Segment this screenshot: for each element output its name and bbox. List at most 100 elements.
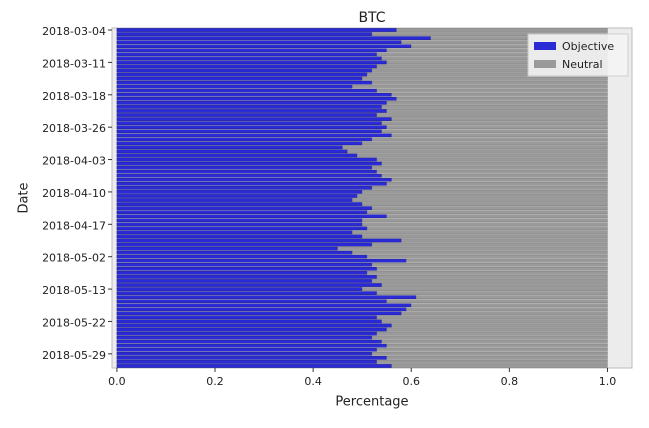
bar-segment	[361, 287, 608, 291]
bar-segment	[401, 311, 608, 316]
bar-segment	[116, 186, 373, 190]
y-tick-label: 2018-03-18	[42, 90, 106, 103]
bar-segment	[116, 356, 387, 360]
bar-segment	[116, 234, 363, 239]
chart-title: BTC	[358, 10, 385, 26]
bar-segment	[352, 198, 608, 202]
bar-segment	[116, 125, 387, 129]
bar-segment	[116, 287, 363, 291]
bar-segment	[116, 153, 358, 158]
bar-segment	[116, 331, 378, 336]
bar-segment	[116, 145, 343, 150]
bar-segment	[366, 226, 608, 231]
legend-label: Neutral	[562, 58, 603, 71]
bar-segment	[116, 291, 378, 295]
bar-segment	[116, 275, 378, 279]
bar-segment	[361, 202, 608, 206]
bar-segment	[406, 307, 608, 312]
x-tick-label: 0.0	[108, 375, 126, 388]
bar-segment	[116, 101, 387, 105]
bar-segment	[116, 222, 363, 227]
bar-segment	[371, 352, 608, 356]
bar-segment	[116, 250, 353, 255]
bar-segment	[116, 360, 378, 364]
bar-segment	[376, 275, 608, 279]
bar-segment	[401, 238, 608, 243]
bar-segment	[371, 137, 608, 142]
bar-segment	[381, 173, 608, 178]
y-tick-label: 2018-03-26	[42, 122, 106, 135]
bar-segment	[116, 218, 363, 223]
bar-segment	[116, 129, 383, 134]
bar-segment	[116, 267, 378, 271]
bar-segment	[116, 28, 397, 32]
bar-segment	[116, 105, 383, 109]
bar-segment	[381, 121, 608, 125]
bar-segment	[361, 222, 608, 227]
bar-segment	[116, 303, 412, 308]
bar-segment	[116, 137, 373, 142]
bar-segment	[116, 307, 407, 312]
x-tick-label: 0.6	[402, 375, 420, 388]
bar-segment	[376, 331, 608, 336]
bar-segment	[366, 271, 608, 275]
bar-segment	[116, 279, 373, 283]
legend-label: Objective	[562, 40, 614, 53]
bar-segment	[116, 88, 378, 93]
bar-segment	[376, 347, 608, 352]
bar-segment	[391, 92, 608, 97]
legend-swatch	[534, 42, 556, 50]
bar-segment	[116, 210, 368, 214]
bar-segment	[116, 177, 392, 182]
bar-segment	[116, 92, 392, 97]
bar-segment	[116, 97, 397, 101]
y-axis-label: Date	[17, 182, 32, 213]
bar-segment	[361, 234, 608, 239]
bar-segment	[116, 214, 387, 219]
bar-segment	[116, 84, 353, 89]
y-tick-label: 2018-03-11	[42, 57, 106, 70]
bar-segment	[415, 295, 608, 299]
bar-segment	[386, 356, 608, 360]
bar-segment	[116, 68, 373, 73]
bar-segment	[376, 267, 608, 271]
bar-segment	[116, 64, 378, 69]
bar-segment	[386, 327, 608, 332]
bar-segment	[337, 246, 608, 251]
bar-segment	[116, 72, 368, 77]
bar-segment	[116, 165, 373, 170]
plot-area	[111, 27, 633, 369]
bar-segment	[116, 194, 358, 198]
bar-segment	[116, 121, 383, 125]
bar-segment	[116, 347, 378, 352]
x-tick-label: 0.4	[304, 375, 322, 388]
bar-segment	[116, 40, 402, 44]
y-tick-label: 2018-03-04	[42, 25, 106, 38]
bar-segment	[116, 343, 387, 348]
bar-segment	[371, 186, 608, 190]
bar-segment	[116, 76, 363, 81]
bar-segment	[386, 125, 608, 129]
bar-segment	[361, 141, 608, 146]
y-tick-label: 2018-05-29	[42, 349, 106, 362]
bar-segment	[116, 149, 348, 154]
bar-segment	[116, 52, 378, 57]
bar-segment	[116, 254, 368, 259]
bar-segment	[371, 242, 608, 247]
bar-segment	[376, 88, 608, 93]
bar-segment	[361, 76, 608, 81]
bar-segment	[376, 157, 608, 162]
bar-segment	[116, 335, 373, 340]
bar-segment	[116, 141, 363, 146]
bar-segment	[391, 177, 608, 182]
bar-segment	[381, 283, 608, 287]
bar-segment	[396, 97, 608, 101]
bar-segment	[381, 339, 608, 344]
bar-segment	[116, 182, 387, 186]
bar-segment	[116, 109, 387, 113]
bar-segment	[116, 327, 387, 332]
bar-segment	[357, 194, 608, 198]
bar-segment	[116, 242, 373, 247]
bar-segment	[366, 210, 608, 214]
